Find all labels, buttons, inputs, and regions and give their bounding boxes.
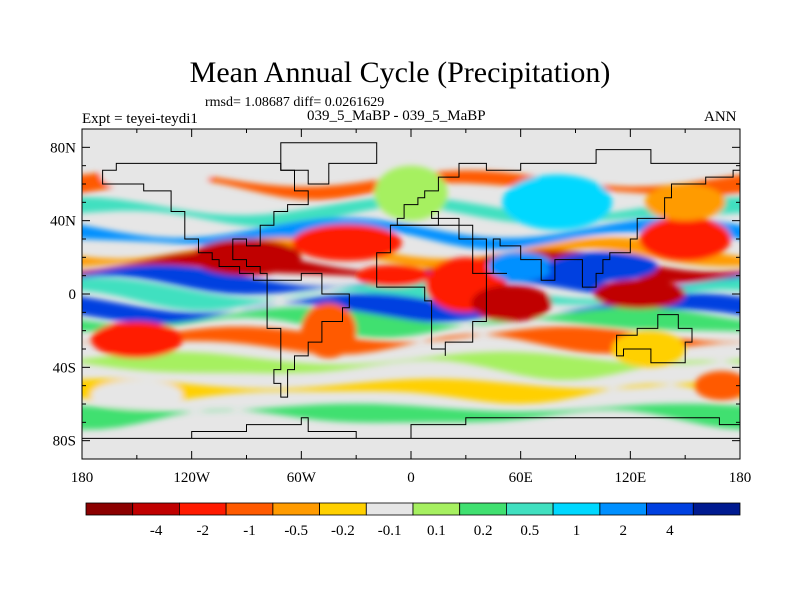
colorbar-swatch	[646, 502, 694, 516]
experiment-label: Expt = teyei-teydi1	[82, 111, 198, 127]
anomaly-patch	[502, 174, 612, 230]
anomaly-patch	[356, 264, 430, 287]
longitude-labels: 180 120W 60W 0 60E 120E 180	[71, 470, 752, 486]
colorbar-swatch	[412, 502, 461, 516]
colorbar-swatch	[505, 502, 554, 516]
colorbar-swatch	[552, 502, 601, 516]
latitude-label: 40S	[53, 360, 76, 376]
coastlines	[82, 142, 740, 439]
anomaly-patch	[292, 224, 402, 261]
anomaly-patch	[639, 217, 731, 261]
coastline	[280, 142, 378, 185]
anomaly-band	[82, 293, 740, 324]
season-label: ANN	[704, 109, 737, 125]
latitude-label: 80S	[53, 434, 76, 450]
colorbar-label: -4	[150, 523, 163, 539]
longitude-label: 180	[71, 470, 94, 486]
colorbar-label: -2	[197, 523, 210, 539]
anomaly-patch	[91, 321, 183, 359]
longitude-label: 60E	[509, 470, 533, 486]
colorbar-label: -0.1	[378, 523, 402, 539]
anomaly-band	[82, 403, 740, 430]
colorbar-label: 0.5	[520, 523, 539, 539]
colorbar	[85, 502, 741, 516]
colorbar-swatch	[599, 502, 648, 516]
colorbar-swatch	[225, 502, 274, 516]
plot-title: Mean Annual Cycle (Precipitation)	[189, 56, 611, 89]
axis-ticks	[81, 128, 741, 460]
coastline	[376, 224, 507, 356]
coastline	[266, 272, 350, 398]
cases-label: 039_5_MaBP - 039_5_MaBP	[307, 108, 486, 124]
anomaly-patch	[593, 279, 686, 309]
anomaly-patch	[374, 165, 448, 221]
colorbar-label: -0.2	[331, 523, 355, 539]
colorbar-swatch	[319, 502, 367, 516]
colorbar-swatch	[132, 502, 180, 516]
anomaly-band	[82, 378, 740, 404]
latitude-labels: 80N 40N 0 40S 80S	[50, 140, 76, 449]
anomaly-band	[82, 326, 740, 355]
longitude-label: 120E	[614, 470, 646, 486]
rmsd-diff-stats: rmsd= 1.08687 diff= 0.0261629	[205, 95, 385, 110]
longitude-label: 120W	[173, 470, 211, 486]
anomaly-band	[82, 307, 740, 338]
colorbar-swatch	[692, 502, 741, 516]
anomaly-patch	[91, 380, 183, 410]
anomaly-patch	[694, 371, 740, 401]
colorbar-swatch	[272, 502, 320, 516]
longitude-label: 180	[729, 470, 752, 486]
coastline	[82, 417, 740, 439]
colorbar-label: -1	[243, 523, 256, 539]
colorbar-label: 1	[573, 523, 581, 539]
anomaly-patch	[645, 184, 726, 221]
colorbar-swatch	[85, 502, 134, 516]
coastline	[616, 314, 693, 364]
latitude-label: 40N	[50, 214, 76, 230]
colorbar-label: 0.1	[427, 523, 446, 539]
anomaly-band	[82, 351, 740, 380]
anomaly-patch	[301, 303, 357, 359]
anomaly-patch	[100, 156, 210, 194]
colorbar-label: 2	[619, 523, 627, 539]
colorbar-swatch	[178, 502, 227, 516]
colorbar-label: -0.5	[284, 523, 308, 539]
coastline	[390, 149, 740, 288]
anomaly-band	[82, 278, 740, 311]
anomaly-patch	[471, 284, 552, 322]
latitude-label: 0	[69, 287, 77, 303]
longitude-label: 0	[407, 470, 415, 486]
colorbar-swatch	[459, 502, 507, 516]
latitude-label: 80N	[50, 140, 76, 156]
colorbar-labels: -4 -2 -1 -0.5 -0.2 -0.1 0.1 0.2 0.5 1 2 4	[150, 523, 674, 539]
colorbar-swatch	[365, 502, 414, 516]
colorbar-label: 0.2	[474, 523, 493, 539]
colorbar-label: 4	[666, 523, 674, 539]
longitude-label: 60W	[287, 470, 317, 486]
